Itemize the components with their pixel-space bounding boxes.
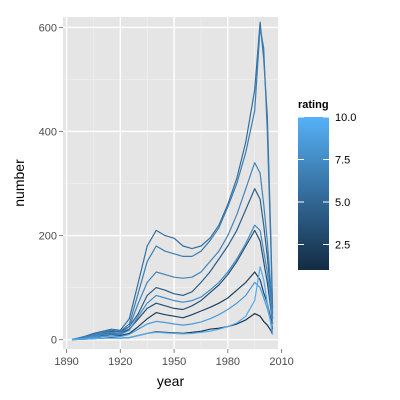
grid-minor bbox=[63, 17, 278, 349]
x-tick-label: 2010 bbox=[269, 356, 293, 368]
series-line bbox=[71, 162, 274, 341]
x-tick-label: 1890 bbox=[54, 356, 78, 368]
legend: rating 2.5 5.0 7.5 10.0 bbox=[298, 99, 356, 270]
series-line bbox=[71, 266, 274, 341]
series-line bbox=[71, 224, 274, 341]
plot-panel bbox=[63, 17, 278, 349]
y-tick-label: 0 bbox=[51, 335, 57, 347]
y-tick-label: 200 bbox=[39, 231, 57, 243]
x-axis: 1890 1920 1950 1980 2010 bbox=[54, 349, 294, 368]
series-layer bbox=[71, 21, 274, 341]
legend-tick-label: 5.0 bbox=[335, 197, 350, 209]
legend-tick-label: 7.5 bbox=[335, 155, 350, 167]
x-tick-label: 1920 bbox=[108, 356, 132, 368]
x-tick-label: 1980 bbox=[216, 356, 240, 368]
legend-ticks: 2.5 5.0 7.5 10.0 bbox=[298, 112, 356, 252]
y-axis-title: number bbox=[11, 159, 27, 207]
series-line bbox=[71, 26, 274, 341]
x-tick-label: 1950 bbox=[162, 356, 186, 368]
y-axis: 0 200 400 600 bbox=[39, 22, 63, 347]
legend-tick-label: 10.0 bbox=[335, 112, 356, 124]
legend-tick-label: 2.5 bbox=[335, 240, 350, 252]
legend-title: rating bbox=[298, 99, 329, 111]
y-tick-label: 400 bbox=[39, 126, 57, 138]
series-line bbox=[71, 188, 274, 341]
series-line bbox=[71, 281, 274, 341]
y-tick-label: 600 bbox=[39, 22, 57, 34]
x-axis-title: year bbox=[157, 373, 185, 389]
legend-colorbar bbox=[298, 117, 329, 270]
